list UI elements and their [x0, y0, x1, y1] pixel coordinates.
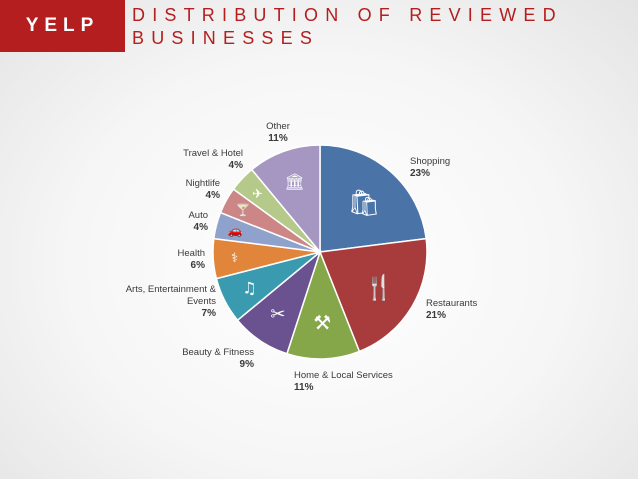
slice-label: Restaurants: [426, 298, 477, 309]
slice-label: Beauty & Fitness: [182, 347, 254, 358]
car-icon: 🚗: [228, 223, 243, 237]
slice-label: Other: [266, 121, 290, 132]
slice-percent: 4%: [206, 190, 221, 201]
slice-percent: 11%: [268, 133, 288, 144]
slice-percent: 9%: [240, 359, 255, 370]
slice-percent: 21%: [426, 310, 446, 321]
page-title: DISTRIBUTION OF REVIEWED BUSINESSES: [132, 4, 632, 50]
fork-knife-icon: 🍴: [364, 273, 394, 301]
slice-label: Auto: [188, 210, 208, 221]
brand-logo-box: YELP: [0, 0, 125, 52]
slice-label: Health: [178, 248, 205, 259]
other-icons: 🏛: [284, 172, 304, 191]
pie-slice-restaurants: [318, 237, 428, 353]
pie-slice-home-local-services: [285, 249, 361, 360]
airplane-icon: ✈: [252, 187, 263, 202]
slice-label: Arts, Entertainment & Events: [126, 284, 217, 307]
caduceus-icon: ⚕: [231, 251, 238, 266]
slice-label: Shopping: [410, 156, 450, 167]
slice-percent: 23%: [410, 168, 430, 179]
slice-percent: 11%: [294, 382, 314, 393]
slice-percent: 6%: [191, 260, 206, 271]
slice-percent: 7%: [202, 308, 217, 319]
cocktail-icon: 🍸: [236, 202, 251, 217]
slice-label: Nightlife: [186, 178, 220, 189]
pie-slice-other: [250, 144, 321, 255]
tools-icon: ⚒: [313, 311, 331, 335]
slice-percent: 4%: [194, 222, 209, 233]
music-icon: ♫: [242, 279, 256, 298]
shopping-bag-icon: 🛍: [347, 188, 380, 218]
slice-label: Travel & Hotel: [183, 148, 243, 159]
slice-percent: 4%: [229, 160, 244, 171]
scissors-icon: ✂: [270, 304, 285, 325]
title-line-1: DISTRIBUTION OF REVIEWED: [132, 5, 563, 25]
title-line-2: BUSINESSES: [132, 28, 320, 48]
pie-slice-shopping: [319, 144, 427, 253]
brand-name: YELP: [25, 15, 100, 36]
slice-label: Home & Local Services: [294, 370, 393, 381]
